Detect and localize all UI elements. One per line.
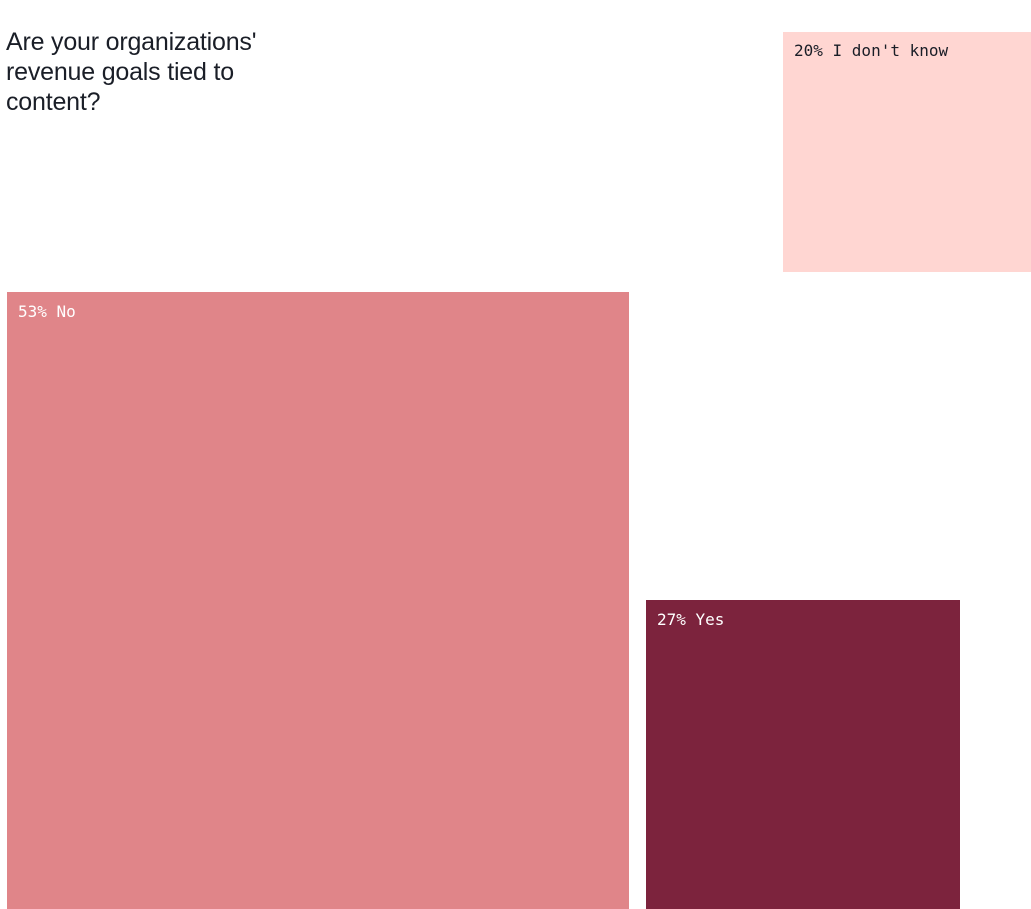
yes-block: 27% Yes xyxy=(646,600,960,909)
chart-title: Are your organizations' revenue goals ti… xyxy=(6,28,257,116)
yes-label: 27% Yes xyxy=(657,610,725,629)
dont-know-block: 20% I don't know xyxy=(783,32,1031,272)
no-block: 53% No xyxy=(7,292,629,909)
dont-know-label: 20% I don't know xyxy=(794,41,949,60)
no-label: 53% No xyxy=(18,302,76,321)
